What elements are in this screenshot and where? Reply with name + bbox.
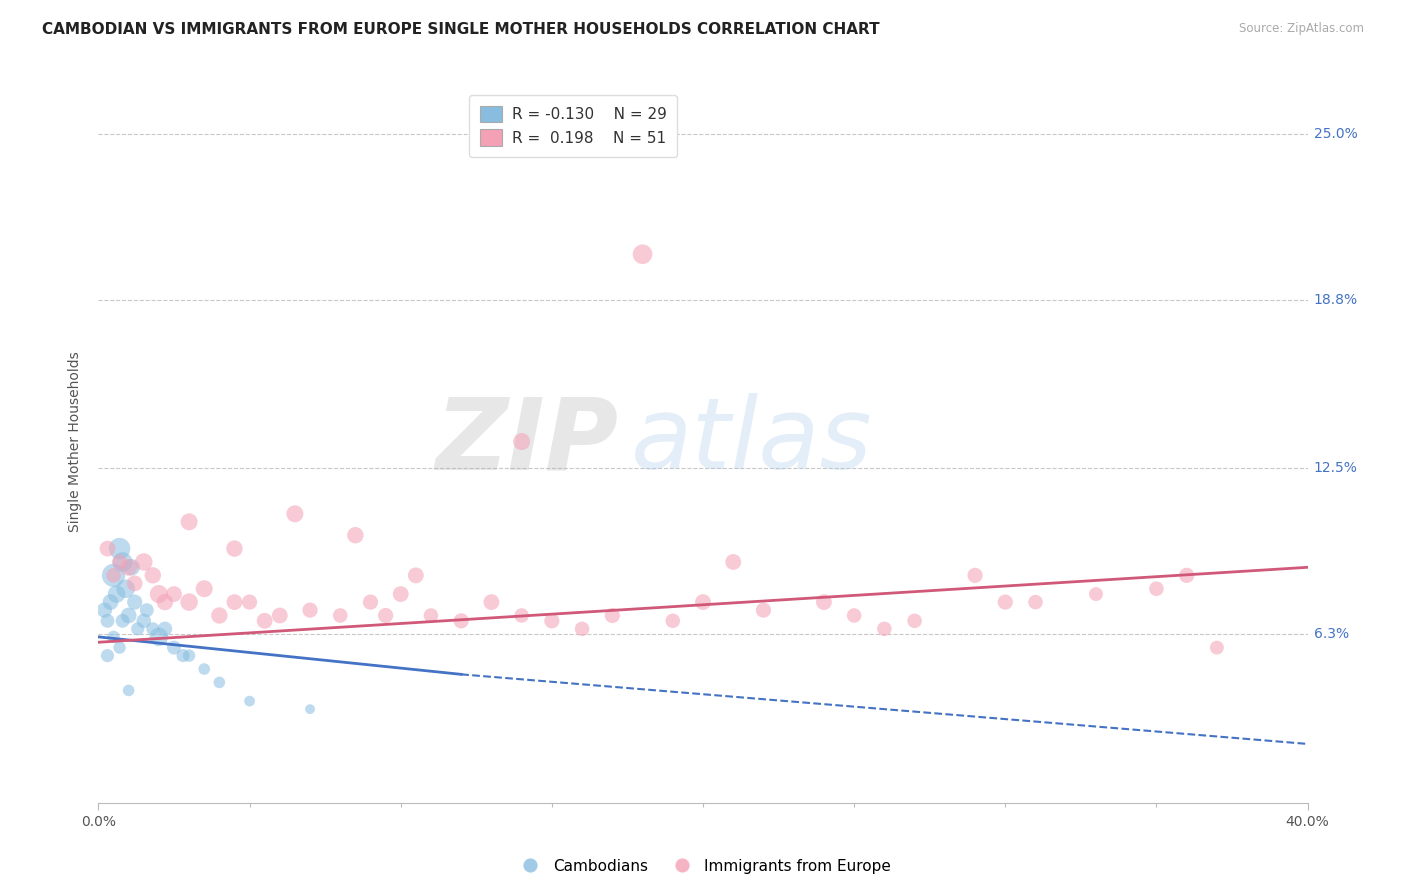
- Text: 6.3%: 6.3%: [1313, 627, 1348, 641]
- Point: [148, 587, 170, 601]
- Point: [163, 587, 186, 601]
- Text: CAMBODIAN VS IMMIGRANTS FROM EUROPE SINGLE MOTHER HOUSEHOLDS CORRELATION CHART: CAMBODIAN VS IMMIGRANTS FROM EUROPE SING…: [42, 22, 880, 37]
- Point: [873, 622, 896, 636]
- Point: [239, 595, 262, 609]
- Text: 18.8%: 18.8%: [1313, 293, 1358, 307]
- Point: [253, 614, 276, 628]
- Point: [344, 528, 367, 542]
- Point: [127, 622, 149, 636]
- Point: [904, 614, 927, 628]
- Point: [1085, 587, 1108, 601]
- Point: [118, 608, 141, 623]
- Point: [148, 630, 170, 644]
- Point: [135, 603, 157, 617]
- Point: [108, 541, 131, 556]
- Point: [299, 702, 322, 716]
- Point: [360, 595, 382, 609]
- Point: [1024, 595, 1046, 609]
- Text: Source: ZipAtlas.com: Source: ZipAtlas.com: [1239, 22, 1364, 36]
- Point: [813, 595, 835, 609]
- Point: [193, 662, 215, 676]
- Point: [100, 595, 122, 609]
- Point: [121, 560, 143, 574]
- Point: [299, 603, 322, 617]
- Point: [118, 560, 141, 574]
- Point: [844, 608, 866, 623]
- Point: [269, 608, 291, 623]
- Point: [124, 595, 146, 609]
- Point: [389, 587, 412, 601]
- Point: [374, 608, 396, 623]
- Point: [93, 603, 115, 617]
- Point: [1175, 568, 1198, 582]
- Point: [692, 595, 714, 609]
- Point: [752, 603, 775, 617]
- Point: [103, 568, 125, 582]
- Point: [631, 247, 654, 261]
- Point: [481, 595, 503, 609]
- Point: [105, 587, 128, 601]
- Point: [108, 555, 131, 569]
- Point: [284, 507, 307, 521]
- Point: [450, 614, 472, 628]
- Point: [132, 614, 155, 628]
- Legend: R = -0.130    N = 29, R =  0.198    N = 51: R = -0.130 N = 29, R = 0.198 N = 51: [468, 95, 678, 157]
- Point: [602, 608, 624, 623]
- Point: [111, 614, 134, 628]
- Point: [208, 608, 231, 623]
- Point: [994, 595, 1017, 609]
- Point: [124, 576, 146, 591]
- Point: [142, 568, 165, 582]
- Point: [1146, 582, 1168, 596]
- Point: [405, 568, 427, 582]
- Point: [510, 608, 533, 623]
- Point: [723, 555, 745, 569]
- Point: [96, 614, 118, 628]
- Text: 12.5%: 12.5%: [1313, 461, 1358, 475]
- Point: [208, 675, 231, 690]
- Point: [103, 568, 125, 582]
- Point: [510, 434, 533, 449]
- Point: [239, 694, 262, 708]
- Point: [1206, 640, 1229, 655]
- Text: atlas: atlas: [630, 393, 872, 490]
- Legend: Cambodians, Immigrants from Europe: Cambodians, Immigrants from Europe: [509, 853, 897, 880]
- Point: [965, 568, 987, 582]
- Point: [224, 595, 246, 609]
- Text: 25.0%: 25.0%: [1313, 127, 1357, 141]
- Point: [193, 582, 215, 596]
- Point: [114, 582, 136, 596]
- Y-axis label: Single Mother Households: Single Mother Households: [69, 351, 83, 532]
- Point: [142, 622, 165, 636]
- Point: [103, 630, 125, 644]
- Point: [540, 614, 562, 628]
- Point: [153, 595, 176, 609]
- Point: [153, 622, 176, 636]
- Point: [224, 541, 246, 556]
- Point: [96, 648, 118, 663]
- Point: [571, 622, 593, 636]
- Point: [118, 683, 141, 698]
- Point: [132, 555, 155, 569]
- Point: [96, 541, 118, 556]
- Point: [108, 640, 131, 655]
- Point: [661, 614, 683, 628]
- Point: [163, 640, 186, 655]
- Text: ZIP: ZIP: [436, 393, 619, 490]
- Point: [420, 608, 443, 623]
- Point: [179, 595, 201, 609]
- Point: [172, 648, 194, 663]
- Point: [179, 515, 201, 529]
- Point: [111, 555, 134, 569]
- Point: [329, 608, 352, 623]
- Point: [179, 648, 201, 663]
